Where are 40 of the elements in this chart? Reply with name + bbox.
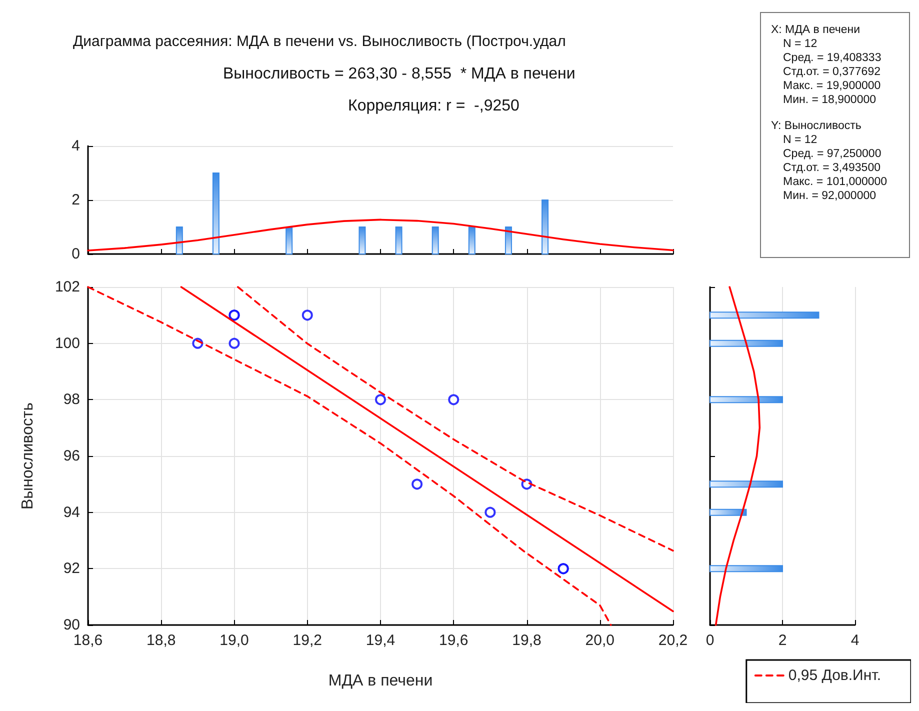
x-tick-label: 20,0 (585, 632, 614, 649)
y-tick-label: 92 (63, 560, 80, 578)
y-tick-label: 102 (54, 278, 80, 296)
text: N = 12 (782, 133, 818, 147)
text: Сред. = 19,408333 (782, 51, 882, 65)
text: Мин. = 92,000000 (782, 189, 878, 203)
text: Макс. = 19,900000 (782, 79, 882, 93)
chart-title: Диаграмма рассеяния: МДА в печени vs. Выносливость (Построч.удал (73, 33, 566, 50)
text: Стд.от. = 3,493500 (782, 161, 882, 175)
text: Корреляция: r = -,9250 (348, 98, 520, 114)
text: Y: Выносливость (771, 119, 862, 133)
chart-subtitle: Выносливость = 263,30 - 8,555 * МДА в печени (223, 66, 576, 82)
x-tick-label: 19,8 (512, 632, 542, 649)
y-tick-label: 0 (72, 246, 80, 262)
x-tick-label: 2 (778, 632, 787, 649)
x-tick-label: 19,6 (439, 632, 468, 649)
text: Стд.от. = 0,377692 (782, 65, 882, 79)
text: Мин. = 18,900000 (782, 93, 878, 107)
y-tick-label: 94 (63, 504, 80, 521)
legend-label: 0,95 Дов.Инт. (788, 667, 881, 684)
x-axis-title: МДА в печени (328, 672, 433, 690)
x-tick-label: 19,4 (366, 632, 396, 649)
text: Сред. = 97,250000 (782, 147, 882, 161)
x-tick-label: 18,6 (73, 632, 103, 649)
x-tick-label: 4 (850, 632, 860, 649)
x-tick-label: 19,2 (292, 632, 322, 649)
x-tick-label: 19,0 (220, 632, 249, 649)
text: N = 12 (782, 37, 818, 51)
text: X: МДА в печени (771, 23, 862, 37)
x-tick-label: 18,8 (146, 632, 176, 649)
x-tick-label: 0 (706, 632, 714, 649)
y-tick-label: 96 (63, 448, 80, 464)
y-tick-label: 90 (63, 616, 80, 634)
x-tick-label: 20,2 (658, 632, 688, 649)
y-axis-title: Выносливость (20, 402, 36, 510)
text: Макс. = 101,000000 (782, 175, 888, 189)
y-tick-label: 100 (54, 334, 80, 352)
y-tick-label: 98 (63, 391, 80, 408)
y-tick-label: 4 (72, 138, 80, 154)
y-tick-label: 2 (72, 192, 80, 208)
